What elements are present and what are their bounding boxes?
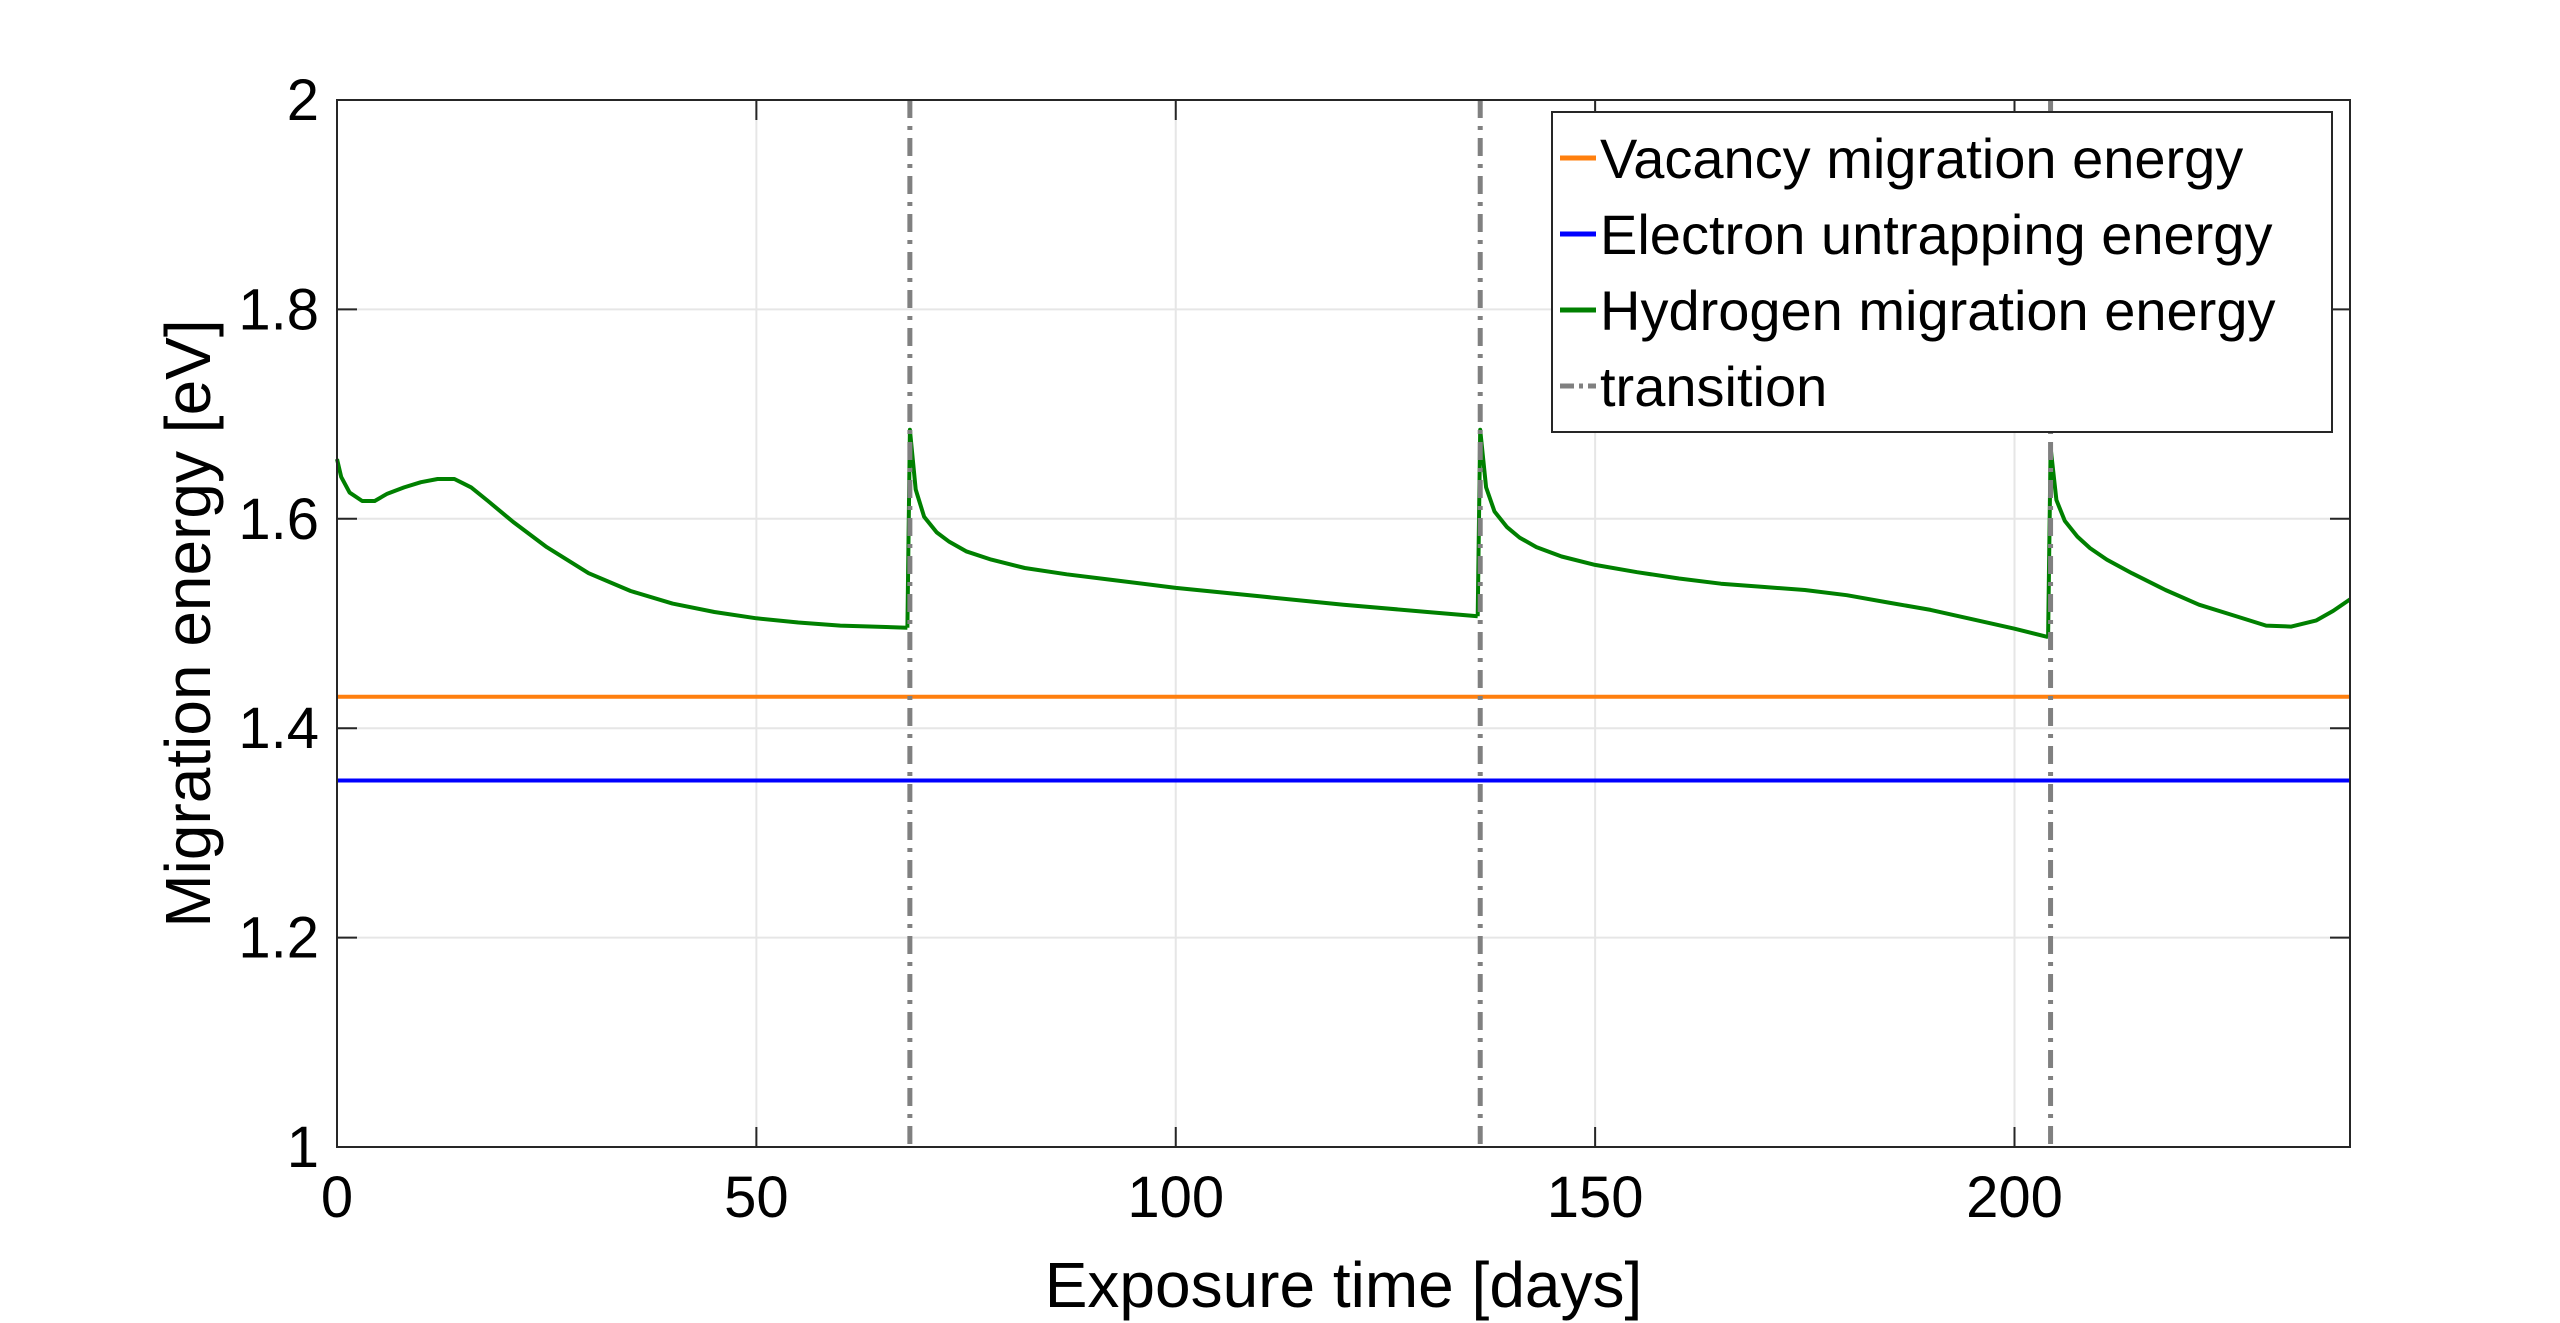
series-line: [335, 458, 908, 630]
x-tick-label: 100: [1127, 1165, 1224, 1230]
x-tick-label: 200: [1966, 1165, 2063, 1230]
legend-label: Vacancy migration energy: [1600, 127, 2243, 190]
series-line: [2046, 445, 2352, 638]
series-hydrogen-migration-energy: [335, 427, 2352, 640]
legend-label: Hydrogen migration energy: [1600, 279, 2275, 342]
y-tick-label: 1.8: [238, 277, 319, 342]
x-tick-label: 150: [1547, 1165, 1644, 1230]
y-tick-label: 1.2: [238, 906, 319, 971]
plot-frame: [336, 99, 2351, 1148]
data-series: [335, 100, 2352, 1147]
legend-label: transition: [1600, 355, 1827, 418]
y-tick-label: 1.6: [238, 487, 319, 552]
y-tick-label: 1.4: [238, 696, 319, 761]
y-tick-label: 1: [287, 1115, 319, 1180]
series-line: [1475, 427, 2049, 640]
x-axis-title: Exposure time [days]: [1045, 1249, 1643, 1321]
y-axis-title: Migration energy [eV]: [152, 319, 224, 927]
series-transition: [907, 100, 2054, 1147]
x-tick-label: 50: [724, 1165, 789, 1230]
y-tick-label: 2: [287, 68, 319, 133]
x-tick-label: 0: [321, 1165, 353, 1230]
legend: Vacancy migration energy Electron untrapp…: [1551, 111, 2333, 433]
legend-label: Electron untrapping energy: [1600, 203, 2272, 266]
series-line: [905, 427, 1478, 628]
axis-ticks: 0 50 100 150 200 1 1.2 1.4 1.6 1.8 2: [238, 68, 2350, 1230]
legend-box: [1551, 111, 2333, 433]
